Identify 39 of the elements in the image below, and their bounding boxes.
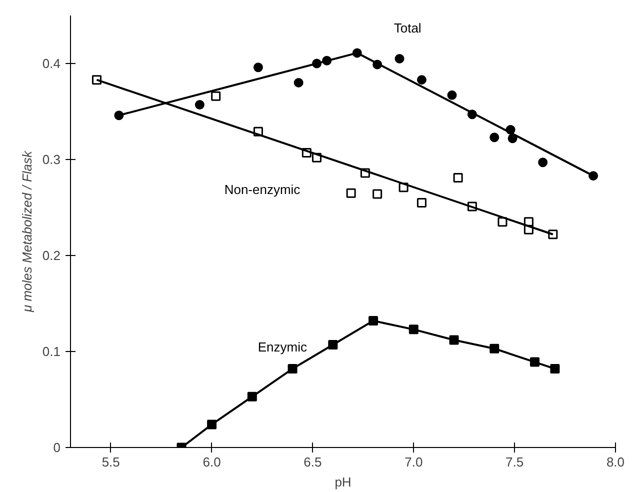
point: [211, 91, 221, 101]
point: [416, 75, 426, 85]
y-tick-label: 0.3: [42, 152, 61, 167]
x-tick-label: 5.5: [102, 454, 120, 470]
point: [550, 364, 560, 374]
point: [490, 132, 500, 142]
point: [408, 324, 418, 334]
x-tick-label: 6.5: [304, 454, 322, 470]
point: [288, 364, 298, 374]
y-tick-label: 0: [53, 440, 61, 455]
series-label: Enzymic: [258, 339, 308, 354]
x-tick-label: 8.0: [606, 454, 625, 470]
point: [194, 100, 204, 110]
series-label: Non-enzymic: [224, 182, 301, 197]
point: [447, 90, 457, 100]
point: [449, 335, 459, 345]
point: [453, 172, 463, 182]
point: [416, 198, 426, 208]
point: [346, 188, 356, 198]
point: [253, 62, 263, 72]
x-tick-label: 7.0: [404, 454, 423, 470]
series-label: Total: [394, 20, 422, 36]
point: [530, 357, 540, 367]
point: [368, 316, 378, 326]
point: [294, 78, 304, 88]
y-tick-label: 0.4: [42, 56, 61, 71]
point: [490, 344, 500, 354]
x-tick-label: 6.0: [202, 454, 221, 470]
y-axis-title: μ moles Metabolized / Flask: [19, 149, 34, 314]
point: [372, 189, 382, 199]
point: [538, 158, 548, 168]
point: [207, 420, 217, 430]
y-tick-label: 0.2: [42, 248, 61, 263]
x-tick-label: 7.5: [506, 454, 524, 470]
y-tick-label: 0.1: [42, 344, 61, 359]
point: [394, 54, 404, 64]
point: [328, 340, 338, 350]
point: [247, 392, 257, 402]
x-axis-title: pH: [334, 474, 352, 490]
